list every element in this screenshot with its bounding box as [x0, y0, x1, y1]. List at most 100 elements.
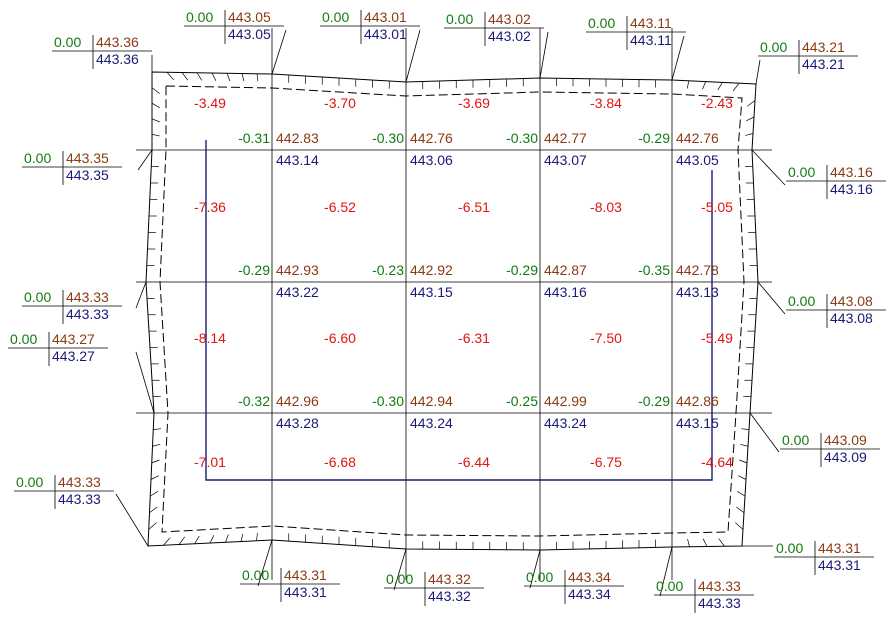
- natural-elevation: 443.33: [66, 306, 109, 322]
- work-elevation: -0.23: [372, 262, 404, 278]
- leader-line-2: [271, 29, 287, 75]
- cell-volume-3: -3.69: [458, 95, 490, 111]
- natural-elevation: 443.16: [544, 284, 587, 300]
- slope-hatch-49: [741, 428, 750, 430]
- work-elevation: 0.00: [386, 571, 413, 587]
- natural-elevation: 443.33: [58, 491, 101, 507]
- design-elevation: 443.05: [228, 9, 271, 25]
- design-elevation: 443.32: [428, 571, 471, 587]
- slope-hatch-3: [211, 72, 217, 81]
- natural-elevation: 443.16: [830, 181, 873, 197]
- grid-lines: [136, 28, 772, 580]
- design-elevation: 442.99: [544, 393, 587, 409]
- leader-line-17: [529, 549, 541, 589]
- slope-hatch-84: [194, 535, 200, 544]
- work-elevation: 0.00: [186, 9, 213, 25]
- leader-line-11: [135, 351, 155, 414]
- cell-volume-5: -2.43: [701, 95, 733, 111]
- slope-hatch-29: [702, 81, 706, 90]
- natural-elevation: 443.14: [276, 152, 319, 168]
- slope-hatch-110: [151, 102, 160, 109]
- work-elevation: 0.00: [760, 39, 787, 55]
- leader-line-5: [671, 35, 685, 81]
- grid-point-4: -0.29 442.76 443.05: [638, 130, 719, 168]
- slope-hatch-108: [151, 134, 160, 137]
- slope-hatch-83: [209, 535, 215, 544]
- slope-hatch-87: [148, 522, 157, 530]
- grid-point-11: -0.25 442.99 443.24: [506, 393, 587, 431]
- cell-volume-14: -7.50: [590, 330, 622, 346]
- work-elevation: -0.30: [372, 393, 404, 409]
- cell-volume-4: -3.84: [590, 95, 622, 111]
- cell-volume-13: -6.31: [458, 330, 490, 346]
- cell-volume-11: -8.14: [194, 330, 226, 346]
- work-elevation: -0.29: [638, 130, 670, 146]
- cell-volumes: -3.49 -3.70 -3.69 -3.84 -2.43 -7.36 -6.52 -6.51…: [194, 95, 733, 470]
- cell-volume-8: -6.51: [458, 199, 490, 215]
- cell-volume-10: -5.05: [701, 199, 733, 215]
- grid-point-8: -0.35 442.78 443.13: [638, 262, 719, 300]
- cell-volume-1: -3.49: [194, 95, 226, 111]
- design-elevation: 443.33: [698, 578, 741, 594]
- work-elevation: 0.00: [24, 289, 51, 305]
- design-elevation: 443.01: [364, 9, 407, 25]
- cell-volume-16: -7.01: [194, 454, 226, 470]
- slope-hatch-56: [718, 538, 725, 547]
- design-elevation: 443.11: [630, 15, 672, 31]
- work-elevation: 0.00: [776, 540, 803, 556]
- leader-line-7: [137, 149, 153, 171]
- work-elevation: -0.31: [238, 130, 270, 146]
- design-elevation: 442.86: [676, 393, 719, 409]
- natural-elevation: 443.13: [676, 284, 719, 300]
- design-elevation: 443.16: [830, 164, 873, 180]
- natural-elevation: 443.36: [96, 51, 139, 67]
- natural-elevation: 443.33: [698, 595, 741, 611]
- design-elevation: 443.31: [818, 540, 861, 556]
- leader-line-18: [659, 546, 673, 597]
- design-elevation: 442.76: [410, 130, 453, 146]
- natural-elevation: 443.05: [228, 26, 271, 42]
- slope-hatch-32: [747, 100, 756, 107]
- slope-hatch-91: [151, 459, 160, 464]
- natural-elevation: 443.01: [364, 26, 407, 42]
- leader-line-10: [757, 281, 786, 315]
- work-elevation: 0.00: [526, 569, 553, 585]
- grid-point-6: -0.23 442.92 443.15: [372, 262, 453, 300]
- leader-line-4: [539, 31, 549, 79]
- slope-hatch-51: [739, 459, 748, 464]
- leader-line-16: [393, 548, 407, 591]
- slope-hatch-85: [178, 536, 186, 545]
- design-elevation: 443.27: [52, 331, 95, 347]
- leader-line-15: [257, 539, 273, 587]
- grid-point-3: -0.30 442.77 443.07: [506, 130, 587, 168]
- natural-elevation: 443.09: [824, 449, 867, 465]
- slope-hatch-90: [150, 475, 159, 480]
- slope-hatch-55: [735, 522, 744, 530]
- design-elevation: 443.02: [488, 11, 531, 27]
- work-elevation: 0.00: [788, 293, 815, 309]
- leader-line-8: [751, 149, 786, 186]
- slope-hatch-28: [686, 80, 690, 89]
- slope-hatch-81: [240, 533, 244, 542]
- slope-hatch-109: [151, 118, 160, 123]
- design-elevation: 443.09: [824, 432, 867, 448]
- grid-point-10: -0.30 442.94 443.24: [372, 393, 453, 431]
- grid-points: -0.31 442.83 443.14 -0.30 442.76 443.06 -0.30 4…: [238, 130, 719, 431]
- slope-hatch-111: [151, 87, 160, 95]
- natural-elevation: 443.06: [410, 152, 453, 168]
- natural-elevation: 443.22: [276, 284, 319, 300]
- work-elevation: -0.29: [506, 262, 538, 278]
- work-elevation: -0.29: [638, 393, 670, 409]
- design-elevation: 442.78: [676, 262, 719, 278]
- natural-elevation: 443.34: [568, 586, 611, 602]
